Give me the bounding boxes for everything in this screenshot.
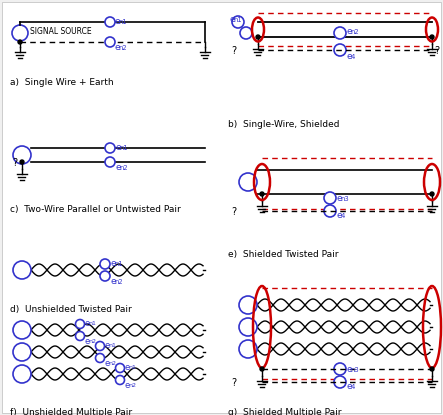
Circle shape: [334, 376, 346, 388]
Text: 4: 4: [350, 54, 355, 60]
Text: n1: n1: [114, 261, 123, 267]
Circle shape: [232, 16, 244, 28]
Circle shape: [430, 192, 434, 196]
Text: n2: n2: [88, 339, 96, 344]
Circle shape: [100, 259, 110, 269]
Circle shape: [105, 17, 115, 27]
Text: e: e: [125, 363, 130, 372]
Text: e: e: [347, 382, 353, 391]
Circle shape: [13, 261, 31, 279]
Circle shape: [239, 173, 257, 191]
Text: ?: ?: [231, 207, 236, 217]
Text: n2: n2: [350, 29, 359, 35]
Text: e: e: [111, 277, 117, 286]
Circle shape: [334, 27, 346, 39]
Circle shape: [334, 363, 346, 375]
Text: n1: n1: [233, 17, 242, 23]
Text: n1: n1: [108, 343, 116, 348]
Text: ?: ?: [231, 46, 236, 56]
Text: e: e: [85, 337, 90, 346]
Text: ?: ?: [12, 158, 17, 168]
Circle shape: [96, 354, 105, 362]
Circle shape: [105, 143, 115, 153]
Circle shape: [96, 342, 105, 351]
Text: g)  Shielded Multiple Pair: g) Shielded Multiple Pair: [228, 408, 342, 415]
Circle shape: [13, 321, 31, 339]
Text: n1: n1: [118, 19, 127, 25]
Text: e: e: [115, 43, 120, 52]
Circle shape: [13, 343, 31, 361]
Circle shape: [100, 271, 110, 281]
Text: n2: n2: [114, 279, 123, 285]
Circle shape: [239, 318, 257, 336]
Text: d)  Unshielded Twisted Pair: d) Unshielded Twisted Pair: [10, 305, 132, 314]
Text: ?: ?: [434, 46, 439, 56]
Circle shape: [239, 296, 257, 314]
Circle shape: [116, 364, 124, 373]
Text: e: e: [337, 194, 342, 203]
Text: SIGNAL SOURCE: SIGNAL SOURCE: [30, 27, 92, 37]
Circle shape: [260, 192, 264, 196]
Circle shape: [430, 35, 434, 39]
Text: e: e: [347, 52, 353, 61]
Circle shape: [18, 40, 22, 44]
Circle shape: [260, 367, 264, 371]
Text: e: e: [105, 359, 110, 368]
Text: n1: n1: [88, 321, 96, 326]
Text: n1: n1: [119, 145, 128, 151]
Circle shape: [75, 320, 85, 329]
Text: b)  Single-Wire, Shielded: b) Single-Wire, Shielded: [228, 120, 339, 129]
Text: f)  Unshielded Multiple Pair: f) Unshielded Multiple Pair: [10, 408, 132, 415]
Circle shape: [116, 376, 124, 385]
Circle shape: [20, 160, 24, 164]
Circle shape: [13, 146, 31, 164]
Circle shape: [256, 35, 260, 39]
Circle shape: [324, 205, 336, 217]
Circle shape: [13, 365, 31, 383]
Circle shape: [240, 27, 252, 39]
Circle shape: [239, 340, 257, 358]
Text: e: e: [230, 15, 236, 24]
Circle shape: [105, 37, 115, 47]
Text: e: e: [347, 365, 353, 374]
Text: 4: 4: [350, 384, 355, 390]
Text: c)  Two-Wire Parallel or Untwisted Pair: c) Two-Wire Parallel or Untwisted Pair: [10, 205, 181, 214]
Text: e: e: [85, 319, 90, 328]
Text: n3: n3: [350, 367, 359, 373]
Text: n2: n2: [108, 361, 116, 366]
Text: e: e: [111, 259, 117, 268]
Text: e: e: [115, 17, 120, 26]
Text: e: e: [116, 143, 122, 152]
Text: 4: 4: [340, 213, 345, 219]
Circle shape: [75, 332, 85, 340]
Circle shape: [430, 367, 434, 371]
Text: e)  Shielded Twisted Pair: e) Shielded Twisted Pair: [228, 250, 338, 259]
Text: n2: n2: [128, 383, 136, 388]
Circle shape: [105, 157, 115, 167]
Circle shape: [334, 44, 346, 56]
Text: e: e: [105, 341, 110, 350]
Text: e: e: [347, 27, 353, 36]
Text: n2: n2: [118, 45, 127, 51]
Text: n3: n3: [340, 196, 349, 202]
Text: n2: n2: [119, 165, 128, 171]
Text: ?: ?: [231, 378, 236, 388]
Text: e: e: [337, 211, 342, 220]
Text: e: e: [116, 163, 122, 172]
Text: e: e: [125, 381, 130, 390]
Circle shape: [324, 192, 336, 204]
Text: n1: n1: [128, 365, 136, 370]
Text: a)  Single Wire + Earth: a) Single Wire + Earth: [10, 78, 113, 87]
